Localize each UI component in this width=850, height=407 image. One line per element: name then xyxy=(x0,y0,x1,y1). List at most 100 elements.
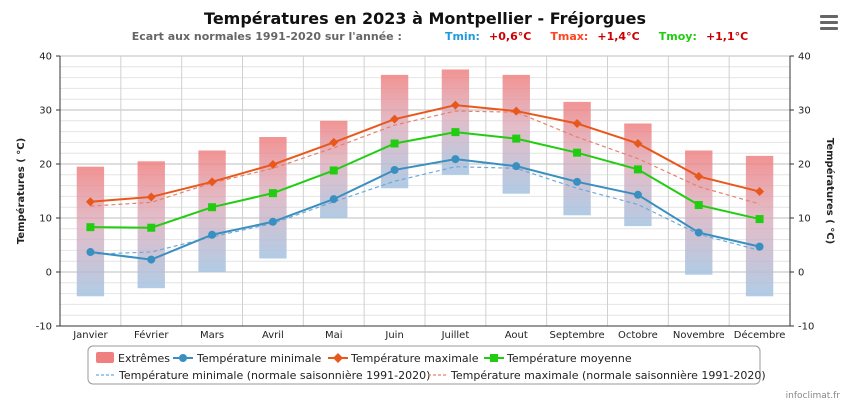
point-tmin xyxy=(633,190,642,199)
point-tmin xyxy=(390,165,399,174)
point-tmin xyxy=(268,217,277,226)
legend-item-tmoy[interactable]: Température moyenne xyxy=(484,352,632,365)
legend-item-tmin-normal[interactable]: Température minimale (normale saisonnièr… xyxy=(96,369,430,382)
legend-item-tmax-normal[interactable]: Température maximale (normale saisonnièr… xyxy=(428,369,766,382)
legend-label-tmoy: Température moyenne xyxy=(506,352,632,365)
point-tmoy xyxy=(329,166,338,175)
legend-label-extremes: Extrêmes xyxy=(118,352,170,365)
y-axis-title-left: Températures ( °C) xyxy=(15,138,27,244)
extremes-bar xyxy=(502,74,530,194)
point-tmoy xyxy=(573,148,582,157)
point-tmoy xyxy=(633,165,642,174)
point-tmin xyxy=(694,228,703,237)
point-tmoy xyxy=(147,223,156,232)
extremes-bar xyxy=(259,137,287,259)
y-axis-title-right: Températures ( °C) xyxy=(824,138,836,244)
legend-marker-tmin xyxy=(179,354,187,362)
tmin-label: Tmin: xyxy=(445,30,480,43)
y-tick-label-left: -10 xyxy=(36,322,52,333)
y-tick-label-right: 40 xyxy=(798,52,811,63)
y-tick-label-right: 30 xyxy=(798,106,811,117)
hamburger-menu-icon[interactable] xyxy=(818,12,840,32)
y-tick-label-left: 20 xyxy=(39,160,52,171)
point-tmoy xyxy=(208,203,217,212)
x-tick-label: Janvier xyxy=(72,330,108,341)
extremes-bars xyxy=(76,69,774,297)
tmoy-value: +1,1°C xyxy=(706,30,748,43)
point-tmax xyxy=(633,138,643,148)
x-tick-label: Octobre xyxy=(618,330,658,341)
tmax-value: +1,4°C xyxy=(597,30,639,43)
legend: Extrêmes Température minimale Températur… xyxy=(87,345,766,385)
series-lines xyxy=(90,104,760,261)
legend-label-tmin: Température minimale xyxy=(196,352,321,365)
point-tmin xyxy=(512,162,521,171)
x-tick-label: Juin xyxy=(384,330,403,341)
y-tick-label-left: 40 xyxy=(39,52,52,63)
grid-lines xyxy=(59,55,791,327)
y-tick-label-right: -10 xyxy=(798,322,814,333)
axes: -10 -10 0 0 10 10 20 20 30 30 40 40 Janvier Février Ma… xyxy=(36,52,815,342)
series-markers xyxy=(85,100,765,264)
point-tmax xyxy=(207,177,217,187)
legend-marker-tmoy xyxy=(490,354,498,362)
point-tmin xyxy=(86,248,95,257)
point-tmoy xyxy=(694,201,703,210)
point-tmax xyxy=(511,106,521,116)
chart-subtitle: Ecart aux normales 1991-2020 sur l'année… xyxy=(132,25,748,44)
point-tmax xyxy=(85,197,95,207)
x-tick-label: Mai xyxy=(325,330,343,341)
tmin-value: +0,6°C xyxy=(489,30,531,43)
extremes-bar xyxy=(563,101,591,216)
credit-link[interactable]: infoclimat.fr xyxy=(786,391,841,401)
x-tick-label: Juillet xyxy=(441,330,470,341)
point-tmax xyxy=(694,171,704,181)
subtitle-label: Ecart aux normales 1991-2020 sur l'année… xyxy=(132,30,402,43)
x-tick-label: Décembre xyxy=(734,329,786,341)
tmax-label: Tmax: xyxy=(550,30,588,43)
x-tick-label: Novembre xyxy=(673,330,725,341)
extremes-bar xyxy=(685,150,713,275)
point-tmin xyxy=(329,195,338,204)
series-line-tmax-normal xyxy=(90,110,760,207)
point-tmoy xyxy=(755,215,764,224)
point-tmoy xyxy=(268,189,277,198)
y-tick-label-right: 0 xyxy=(798,268,804,279)
point-tmin xyxy=(147,255,156,264)
point-tmin xyxy=(451,155,460,164)
legend-label-tmin-normal: Température minimale (normale saisonnièr… xyxy=(118,369,430,382)
point-tmin xyxy=(208,230,217,239)
point-tmin xyxy=(755,242,764,251)
y-tick-label-left: 10 xyxy=(39,214,52,225)
extremes-bar xyxy=(76,166,105,297)
point-tmax xyxy=(755,187,765,197)
x-tick-label: Février xyxy=(134,329,169,341)
legend-item-tmin[interactable]: Température minimale xyxy=(173,352,321,365)
point-tmax xyxy=(572,119,582,128)
point-tmoy xyxy=(512,134,521,143)
point-tmin xyxy=(573,177,582,186)
legend-swatch-extremes xyxy=(96,352,114,363)
legend-label-tmax: Température maximale xyxy=(350,352,479,365)
y-tick-label-left: 0 xyxy=(46,268,52,279)
tmoy-label: Tmoy: xyxy=(659,30,697,43)
point-tmoy xyxy=(86,223,95,232)
extremes-bar xyxy=(745,155,774,297)
series-line-tmin xyxy=(90,158,760,261)
point-tmax xyxy=(268,160,278,170)
point-tmax xyxy=(329,137,339,147)
x-tick-label: Aout xyxy=(505,330,528,341)
point-tmoy xyxy=(390,139,399,148)
series-line-tmax xyxy=(90,104,760,203)
series-line-tmoy xyxy=(90,131,760,229)
legend-item-extremes[interactable]: Extrêmes xyxy=(96,352,170,365)
y-tick-label-right: 10 xyxy=(798,214,811,225)
point-tmoy xyxy=(451,128,460,137)
x-tick-label: Septembre xyxy=(550,330,605,341)
legend-item-tmax[interactable]: Température maximale xyxy=(328,352,479,365)
y-tick-label-left: 30 xyxy=(39,106,52,117)
legend-marker-tmax xyxy=(333,353,343,363)
y-tick-label-right: 20 xyxy=(798,160,811,171)
point-tmax xyxy=(390,114,400,124)
